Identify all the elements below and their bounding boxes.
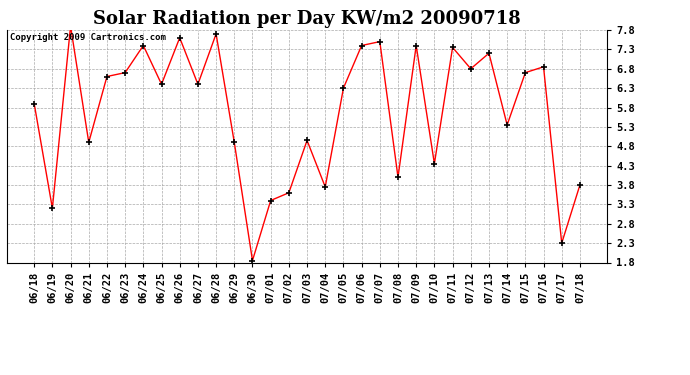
Text: Copyright 2009 Cartronics.com: Copyright 2009 Cartronics.com [10,33,166,42]
Title: Solar Radiation per Day KW/m2 20090718: Solar Radiation per Day KW/m2 20090718 [93,10,521,28]
